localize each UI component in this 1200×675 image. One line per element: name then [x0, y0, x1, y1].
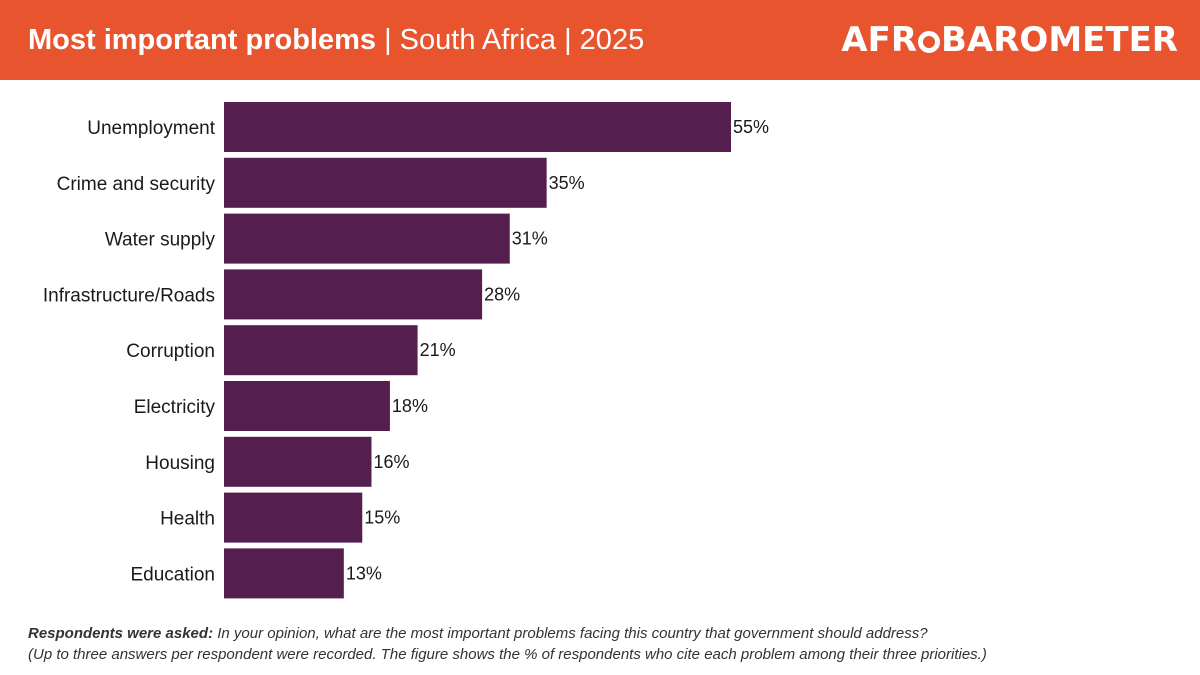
value-label: 16%	[373, 452, 409, 472]
footnote-label: Respondents were asked:	[28, 625, 214, 642]
value-label: 55%	[733, 117, 769, 137]
africa-map-icon	[918, 31, 941, 53]
bar-electricity	[224, 381, 390, 431]
category-label: Education	[130, 564, 215, 585]
bar-housing	[224, 436, 372, 487]
footnote-question: In your opinion, what are the most impor…	[213, 625, 928, 642]
bar-corruption	[224, 325, 418, 376]
title-subtitle: | South Africa | 2025	[376, 24, 645, 56]
footnote-question-line: Respondents were asked: In your opinion,…	[28, 623, 1188, 644]
value-label: 18%	[392, 396, 428, 416]
category-label: Electricity	[134, 397, 216, 418]
category-label: Unemployment	[87, 118, 215, 139]
value-label: 35%	[549, 173, 585, 193]
category-label: Health	[160, 509, 215, 530]
category-label: Water supply	[105, 230, 216, 251]
category-label: Infrastructure/Roads	[43, 285, 215, 306]
bar-unemployment	[224, 102, 731, 152]
logo-text-left: AFR	[841, 20, 918, 60]
category-label: Housing	[145, 453, 215, 474]
value-label: 15%	[364, 508, 400, 528]
value-label: 21%	[420, 340, 456, 360]
footnote-note: (Up to three answers per respondent were…	[28, 646, 987, 663]
bar-infrastructure-roads	[224, 269, 483, 320]
logo-text-right: BAROMETER	[941, 20, 1178, 60]
bar-health	[224, 492, 363, 543]
value-label: 28%	[484, 284, 520, 304]
value-label: 13%	[346, 563, 382, 583]
chart-title: Most important problems | South Africa |…	[28, 0, 644, 80]
category-label: Crime and security	[57, 174, 216, 195]
footnote: Respondents were asked: In your opinion,…	[28, 623, 1188, 665]
bar-water-supply	[224, 213, 510, 264]
afrobarometer-logo: AFR BAROMETER	[841, 0, 1178, 80]
value-label: 31%	[512, 229, 548, 249]
bar-chart: Unemployment 55% Crime and security 35% Wate…	[43, 102, 769, 599]
category-label: Corruption	[126, 341, 215, 362]
bar-crime-and-security	[224, 157, 547, 208]
header-bar: Most important problems | South Africa |…	[0, 0, 1200, 80]
bar-education	[224, 548, 344, 599]
title-main: Most important problems	[28, 24, 377, 56]
